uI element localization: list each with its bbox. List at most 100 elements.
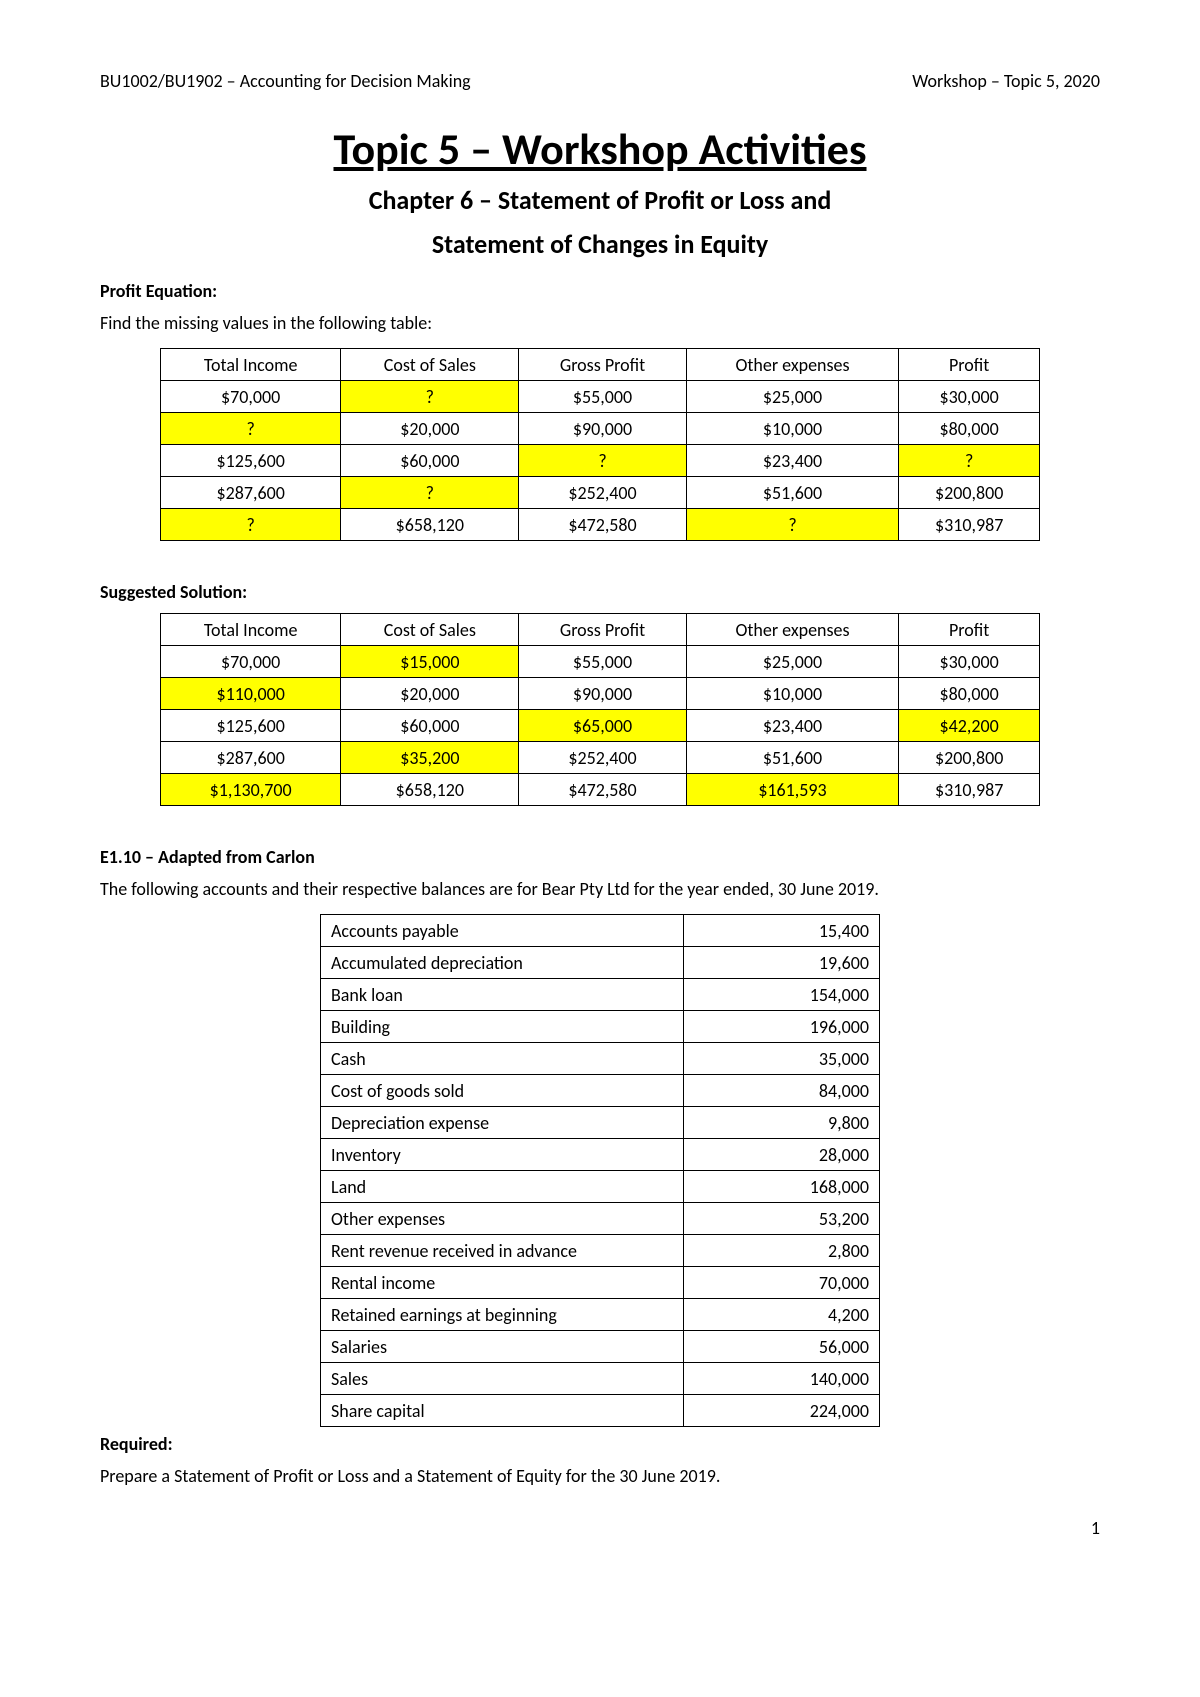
table-row: $125,600$60,000?$23,400? bbox=[161, 445, 1040, 477]
account-value: 9,800 bbox=[684, 1107, 880, 1139]
table-row: $70,000$15,000$55,000$25,000$30,000 bbox=[161, 646, 1040, 678]
account-row: Share capital224,000 bbox=[321, 1395, 880, 1427]
account-name: Cost of goods sold bbox=[321, 1075, 684, 1107]
account-row: Depreciation expense9,800 bbox=[321, 1107, 880, 1139]
table-cell: $55,000 bbox=[519, 381, 686, 413]
table-cell: $161,593 bbox=[686, 774, 899, 806]
account-row: Cost of goods sold84,000 bbox=[321, 1075, 880, 1107]
account-value: 70,000 bbox=[684, 1267, 880, 1299]
table-cell: $60,000 bbox=[341, 445, 519, 477]
account-value: 15,400 bbox=[684, 915, 880, 947]
header-right: Workshop – Topic 5, 2020 bbox=[912, 70, 1100, 92]
account-row: Rent revenue received in advance2,800 bbox=[321, 1235, 880, 1267]
account-row: Land168,000 bbox=[321, 1171, 880, 1203]
table-cell: $80,000 bbox=[899, 413, 1040, 445]
table-cell: ? bbox=[686, 509, 899, 541]
table-cell: $287,600 bbox=[161, 477, 341, 509]
subtitle-line2: Statement of Changes in Equity bbox=[100, 228, 1100, 260]
table-cell: $287,600 bbox=[161, 742, 341, 774]
account-value: 4,200 bbox=[684, 1299, 880, 1331]
account-row: Retained earnings at beginning4,200 bbox=[321, 1299, 880, 1331]
header-left: BU1002/BU1902 – Accounting for Decision … bbox=[100, 70, 471, 92]
table-cell: $658,120 bbox=[341, 509, 519, 541]
table-row: $70,000?$55,000$25,000$30,000 bbox=[161, 381, 1040, 413]
account-name: Sales bbox=[321, 1363, 684, 1395]
table-row: $125,600$60,000$65,000$23,400$42,200 bbox=[161, 710, 1040, 742]
table-cell: $472,580 bbox=[519, 509, 686, 541]
main-title: Topic 5 – Workshop Activities bbox=[100, 122, 1100, 176]
exercise-heading: E1.10 – Adapted from Carlon bbox=[100, 846, 1100, 868]
table-cell: $125,600 bbox=[161, 710, 341, 742]
table-row: $287,600$35,200$252,400$51,600$200,800 bbox=[161, 742, 1040, 774]
account-row: Rental income70,000 bbox=[321, 1267, 880, 1299]
column-header: Cost of Sales bbox=[341, 614, 519, 646]
account-name: Inventory bbox=[321, 1139, 684, 1171]
account-value: 84,000 bbox=[684, 1075, 880, 1107]
account-value: 168,000 bbox=[684, 1171, 880, 1203]
column-header: Total Income bbox=[161, 349, 341, 381]
table-cell: $35,200 bbox=[341, 742, 519, 774]
table-cell: $310,987 bbox=[899, 774, 1040, 806]
account-row: Inventory28,000 bbox=[321, 1139, 880, 1171]
account-row: Building196,000 bbox=[321, 1011, 880, 1043]
account-name: Share capital bbox=[321, 1395, 684, 1427]
account-name: Cash bbox=[321, 1043, 684, 1075]
account-row: Accounts payable15,400 bbox=[321, 915, 880, 947]
account-name: Retained earnings at beginning bbox=[321, 1299, 684, 1331]
table-cell: ? bbox=[161, 509, 341, 541]
column-header: Gross Profit bbox=[519, 349, 686, 381]
column-header: Gross Profit bbox=[519, 614, 686, 646]
table-cell: ? bbox=[519, 445, 686, 477]
profit-equation-instruction: Find the missing values in the following… bbox=[100, 312, 1100, 334]
solution-heading: Suggested Solution: bbox=[100, 581, 1100, 603]
table-cell: $51,600 bbox=[686, 477, 899, 509]
account-value: 224,000 bbox=[684, 1395, 880, 1427]
table-cell: $252,400 bbox=[519, 477, 686, 509]
table-cell: $472,580 bbox=[519, 774, 686, 806]
table-cell: $23,400 bbox=[686, 445, 899, 477]
table-cell: $70,000 bbox=[161, 381, 341, 413]
table-cell: $80,000 bbox=[899, 678, 1040, 710]
table-cell: $200,800 bbox=[899, 477, 1040, 509]
column-header: Other expenses bbox=[686, 349, 899, 381]
column-header: Cost of Sales bbox=[341, 349, 519, 381]
table-row: $287,600?$252,400$51,600$200,800 bbox=[161, 477, 1040, 509]
account-row: Cash35,000 bbox=[321, 1043, 880, 1075]
account-row: Sales140,000 bbox=[321, 1363, 880, 1395]
page-number: 1 bbox=[100, 1517, 1100, 1539]
required-heading: Required: bbox=[100, 1433, 1100, 1455]
table-cell: $20,000 bbox=[341, 678, 519, 710]
account-name: Accumulated depreciation bbox=[321, 947, 684, 979]
required-text: Prepare a Statement of Profit or Loss an… bbox=[100, 1465, 1100, 1487]
table-cell: $42,200 bbox=[899, 710, 1040, 742]
profit-equation-heading: Profit Equation: bbox=[100, 280, 1100, 302]
account-row: Salaries56,000 bbox=[321, 1331, 880, 1363]
account-name: Depreciation expense bbox=[321, 1107, 684, 1139]
table-cell: $23,400 bbox=[686, 710, 899, 742]
account-name: Rental income bbox=[321, 1267, 684, 1299]
table-row: $110,000$20,000$90,000$10,000$80,000 bbox=[161, 678, 1040, 710]
table-cell: $30,000 bbox=[899, 646, 1040, 678]
account-row: Bank loan154,000 bbox=[321, 979, 880, 1011]
table-cell: $110,000 bbox=[161, 678, 341, 710]
account-value: 2,800 bbox=[684, 1235, 880, 1267]
table-cell: $90,000 bbox=[519, 678, 686, 710]
table-row: $1,130,700$658,120$472,580$161,593$310,9… bbox=[161, 774, 1040, 806]
table-row: ?$20,000$90,000$10,000$80,000 bbox=[161, 413, 1040, 445]
column-header: Total Income bbox=[161, 614, 341, 646]
account-value: 53,200 bbox=[684, 1203, 880, 1235]
table-cell: $90,000 bbox=[519, 413, 686, 445]
exercise-intro: The following accounts and their respect… bbox=[100, 878, 1100, 900]
table-row: ?$658,120$472,580?$310,987 bbox=[161, 509, 1040, 541]
table-cell: ? bbox=[341, 381, 519, 413]
profit-problem-table: Total IncomeCost of SalesGross ProfitOth… bbox=[160, 348, 1040, 541]
table-cell: $125,600 bbox=[161, 445, 341, 477]
account-value: 19,600 bbox=[684, 947, 880, 979]
column-header: Profit bbox=[899, 614, 1040, 646]
table-cell: ? bbox=[899, 445, 1040, 477]
table-cell: ? bbox=[161, 413, 341, 445]
account-row: Accumulated depreciation19,600 bbox=[321, 947, 880, 979]
table-cell: $1,130,700 bbox=[161, 774, 341, 806]
table-cell: $25,000 bbox=[686, 381, 899, 413]
account-name: Other expenses bbox=[321, 1203, 684, 1235]
